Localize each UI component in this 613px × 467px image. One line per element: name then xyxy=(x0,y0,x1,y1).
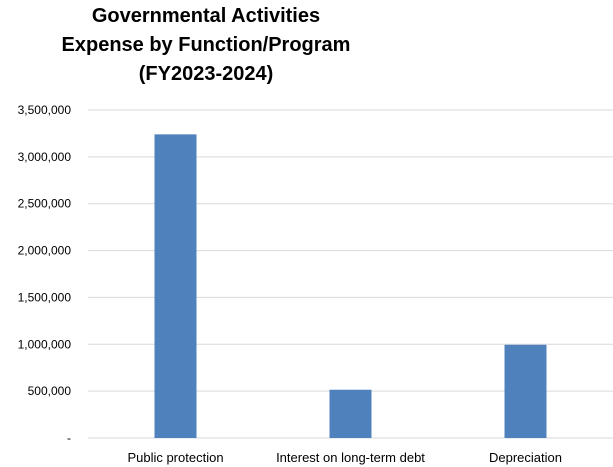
x-category-label: Public protection xyxy=(127,450,223,465)
y-tick-label: 2,000,000 xyxy=(18,244,72,258)
y-axis-tick-labels: - 500,000 1,000,000 1,500,000 2,000,000 2,500… xyxy=(18,103,72,445)
chart-title-line-1: Governmental Activities xyxy=(92,5,320,27)
x-axis-category-labels: Public protection Interest on long-term d… xyxy=(127,450,562,465)
y-tick-label: 1,000,000 xyxy=(18,337,72,351)
x-category-label: Depreciation xyxy=(489,450,562,465)
bars xyxy=(154,134,547,438)
chart-title-line-2: Expense by Function/Program xyxy=(62,34,351,56)
chart-title-line-3: (FY2023-2024) xyxy=(139,63,274,85)
y-tick-label: 500,000 xyxy=(28,384,72,398)
y-tick-label: 1,500,000 xyxy=(18,290,72,304)
chart-title: Governmental Activities Expense by Funct… xyxy=(62,5,351,85)
bar-depreciation xyxy=(504,344,547,438)
y-tick-label: - xyxy=(67,431,71,445)
x-category-label: Interest on long-term debt xyxy=(276,450,425,465)
bar-public-protection xyxy=(154,134,197,438)
y-tick-label: 2,500,000 xyxy=(18,197,72,211)
bar-interest-on-long-term-debt xyxy=(329,389,372,438)
y-tick-label: 3,000,000 xyxy=(18,150,72,164)
y-tick-label: 3,500,000 xyxy=(18,103,72,117)
